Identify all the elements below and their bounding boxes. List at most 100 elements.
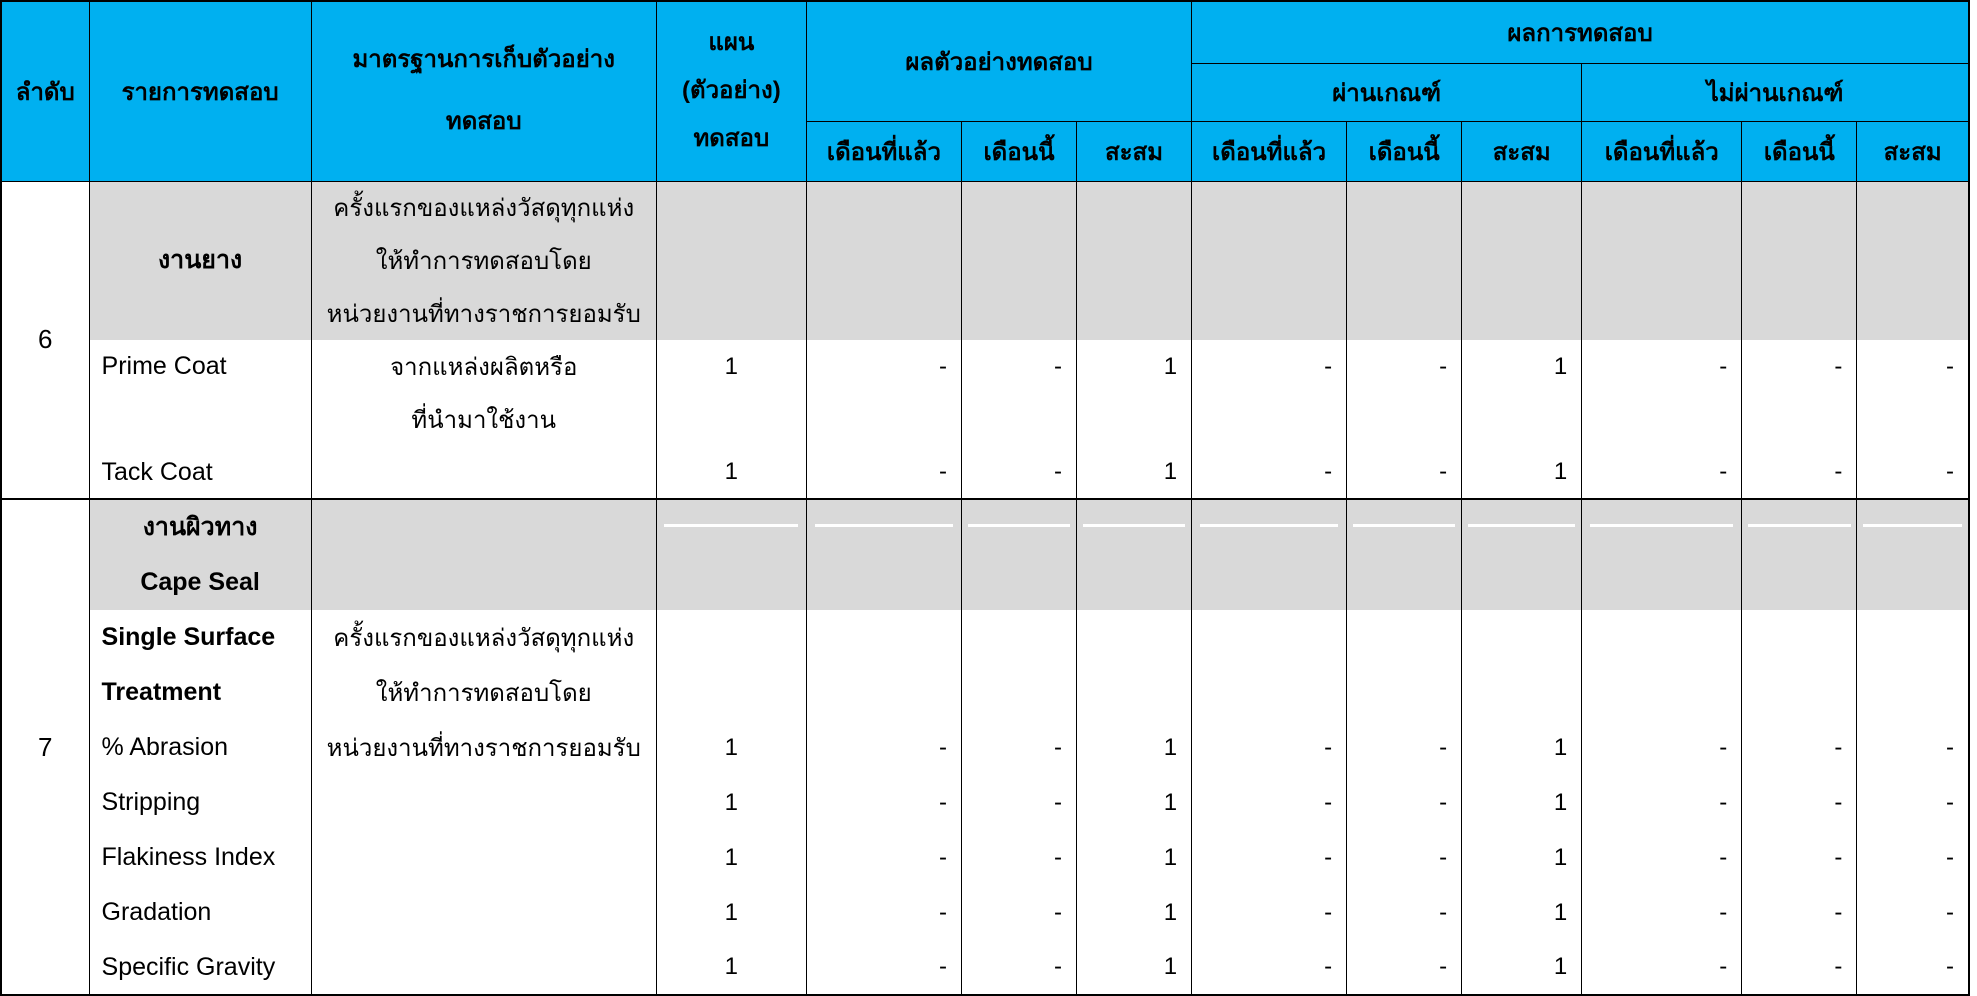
cell-pass-cum: 1 <box>1461 940 1583 995</box>
cell-empty <box>1741 181 1858 340</box>
cell-pass-cum: 1 <box>1461 885 1583 940</box>
cell-sample-last <box>805 393 962 446</box>
cell-fail-this: - <box>1741 940 1858 995</box>
cell-fail-this <box>1741 610 1858 665</box>
cell-sample-last: - <box>805 940 962 995</box>
cell-empty <box>655 498 807 610</box>
cell-fail-cum: - <box>1856 340 1970 393</box>
cell-sample-cum: 1 <box>1075 830 1193 885</box>
cell-sample-this: - <box>960 830 1078 885</box>
header-group-fail: ไม่ผ่านเกณฑ์ <box>1581 62 1970 122</box>
cell-empty <box>1581 498 1743 610</box>
cell-fail-this: - <box>1741 775 1858 830</box>
header-group-pass: ผ่านเกณฑ์ <box>1191 62 1583 122</box>
cell-sample-cum: 1 <box>1075 885 1193 940</box>
cell-fail-last: - <box>1581 775 1743 830</box>
header-pass-this-month: เดือนนี้ <box>1346 120 1463 182</box>
cell-fail-cum <box>1856 610 1970 665</box>
cell-sample-this <box>960 665 1078 720</box>
header-plan-line2: (ตัวอย่าง) <box>681 77 781 105</box>
cell-pass-this <box>1346 610 1463 665</box>
header-standard-line2: ทดสอบ <box>445 108 522 136</box>
cell-sample-this: - <box>960 940 1078 995</box>
cell-empty <box>960 498 1078 610</box>
header-col-standard: มาตรฐานการเก็บตัวอย่าง ทดสอบ <box>310 0 657 182</box>
cell-empty <box>805 181 962 340</box>
header-fail-this-month: เดือนนี้ <box>1741 120 1858 182</box>
cell-test-item <box>88 393 312 446</box>
cell-standard <box>310 775 657 830</box>
cell-plan: 1 <box>655 775 807 830</box>
cell-pass-this: - <box>1346 830 1463 885</box>
cell-standard: ที่นำมาใช้งาน <box>310 393 657 446</box>
cell-fail-this: - <box>1741 885 1858 940</box>
cell-pass-this: - <box>1346 775 1463 830</box>
cell-sample-last <box>805 665 962 720</box>
cell-fail-last: - <box>1581 830 1743 885</box>
cell-pass-this <box>1346 393 1463 446</box>
cell-empty <box>1075 181 1193 340</box>
header-group-test-results: ผลการทดสอบ <box>1191 0 1970 64</box>
cell-fail-last <box>1581 610 1743 665</box>
header-sample-this-month: เดือนนี้ <box>960 120 1078 182</box>
cell-sample-last: - <box>805 340 962 393</box>
cell-pass-cum: 1 <box>1461 446 1583 499</box>
cell-sample-this: - <box>960 446 1078 499</box>
cell-fail-last <box>1581 665 1743 720</box>
header-pass-cumulative: สะสม <box>1461 120 1583 182</box>
header-col-no: ลำดับ <box>0 0 90 182</box>
cell-fail-this: - <box>1741 340 1858 393</box>
cell-fail-last: - <box>1581 720 1743 775</box>
cell-standard: ให้ทำการทดสอบโดย <box>310 234 657 287</box>
cell-plan: 1 <box>655 940 807 995</box>
cell-sample-cum: 1 <box>1075 775 1193 830</box>
white-line <box>1468 524 1576 527</box>
cell-standard: ให้ทำการทดสอบโดย <box>310 665 657 720</box>
cell-sample-this: - <box>960 885 1078 940</box>
header-pass-last-month: เดือนที่แล้ว <box>1191 120 1348 182</box>
cell-sample-cum: 1 <box>1075 446 1193 499</box>
cell-empty <box>1741 498 1858 610</box>
cell-sample-cum: 1 <box>1075 720 1193 775</box>
cell-fail-this <box>1741 665 1858 720</box>
white-line <box>1590 524 1734 527</box>
cell-standard: จากแหล่งผลิตหรือ <box>310 340 657 393</box>
cell-fail-this: - <box>1741 830 1858 885</box>
cell-plan: 1 <box>655 446 807 499</box>
cell-fail-cum <box>1856 665 1970 720</box>
cell-empty <box>310 498 657 610</box>
cell-standard <box>310 940 657 995</box>
cell-standard <box>310 885 657 940</box>
cell-empty <box>1461 181 1583 340</box>
cell-fail-cum: - <box>1856 940 1970 995</box>
cell-plan <box>655 393 807 446</box>
cell-sample-this <box>960 610 1078 665</box>
cell-pass-cum: 1 <box>1461 830 1583 885</box>
cell-test-item: Gradation <box>88 885 312 940</box>
white-line <box>814 524 954 527</box>
cell-sample-cum <box>1075 393 1193 446</box>
cell-sample-cum <box>1075 610 1193 665</box>
white-line <box>967 524 1071 527</box>
cell-plan: 1 <box>655 830 807 885</box>
cell-empty <box>1191 498 1348 610</box>
cell-pass-this: - <box>1346 885 1463 940</box>
cell-fail-this <box>1741 393 1858 446</box>
cell-standard <box>310 446 657 499</box>
cell-empty <box>1191 181 1348 340</box>
cell-pass-last: - <box>1191 885 1348 940</box>
cell-test-item: Tack Coat <box>88 446 312 499</box>
cell-test-item: Treatment <box>88 665 312 720</box>
cell-empty <box>1346 498 1463 610</box>
cell-plan: 1 <box>655 885 807 940</box>
cell-pass-cum: 1 <box>1461 340 1583 393</box>
cell-sample-last: - <box>805 720 962 775</box>
cell-sample-cum <box>1075 665 1193 720</box>
header-fail-last-month: เดือนที่แล้ว <box>1581 120 1743 182</box>
cell-sample-last: - <box>805 775 962 830</box>
white-line <box>1352 524 1456 527</box>
cell-test-item: Specific Gravity <box>88 940 312 995</box>
cell-test-item: Prime Coat <box>88 340 312 393</box>
cell-pass-last: - <box>1191 940 1348 995</box>
